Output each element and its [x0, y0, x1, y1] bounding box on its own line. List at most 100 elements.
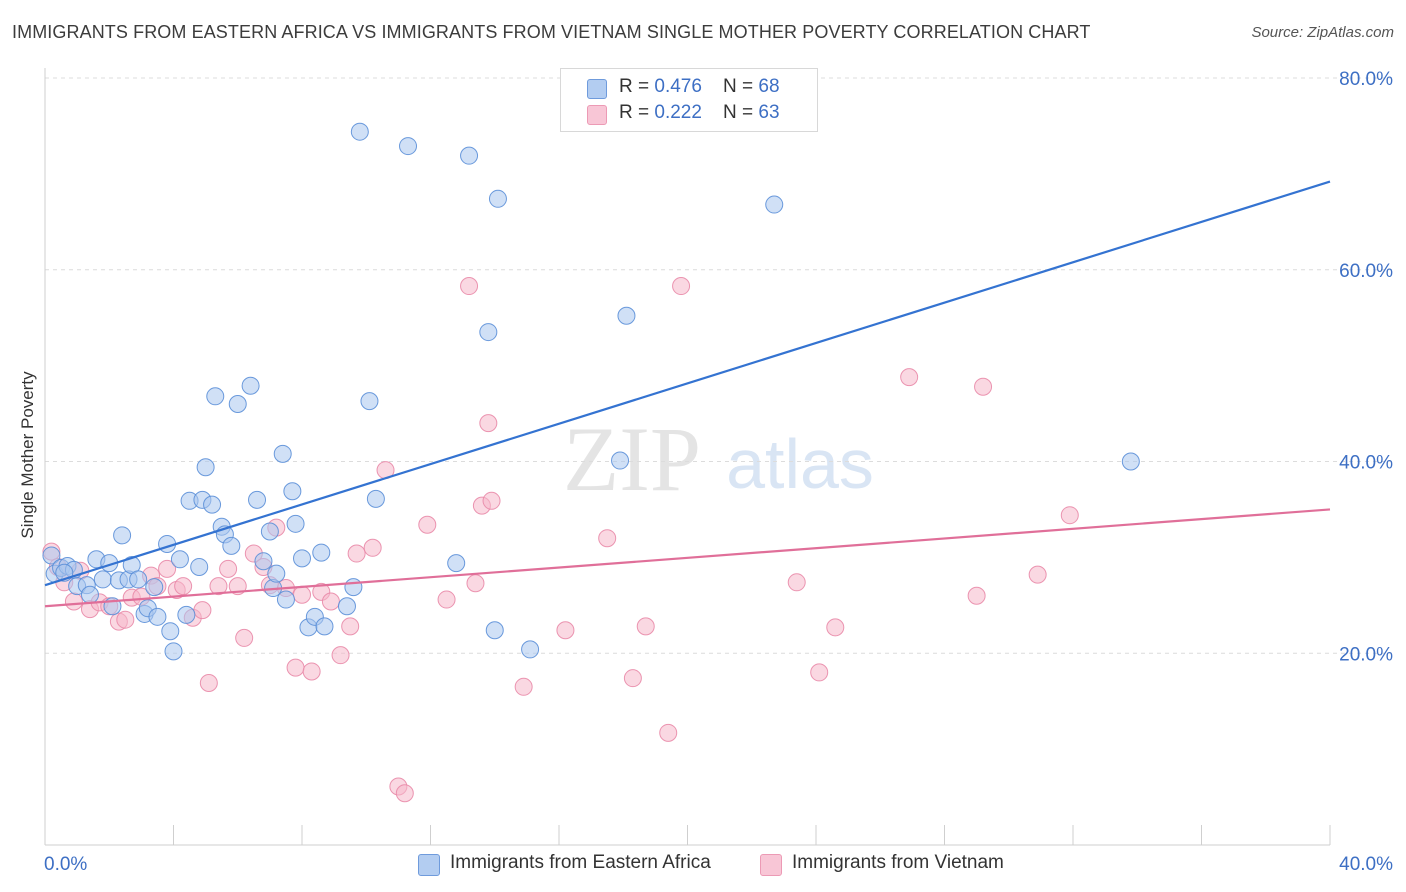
bottom-legend-label-eastern-africa: Immigrants from Eastern Africa [450, 852, 711, 873]
legend-n-value: 63 [758, 102, 780, 123]
data-point [611, 451, 630, 470]
legend-swatch-blue [587, 79, 607, 99]
data-point [206, 387, 225, 406]
series-eastern-africa-points [42, 122, 1140, 661]
data-point [360, 392, 379, 411]
data-point [260, 522, 279, 541]
data-point [1121, 452, 1140, 471]
data-point [479, 414, 498, 433]
data-point [267, 564, 286, 583]
legend-r-label: R = [619, 102, 655, 123]
data-point [273, 444, 292, 463]
data-point [395, 784, 414, 803]
data-point [765, 195, 784, 214]
legend-swatch-pink [587, 105, 607, 125]
data-point [399, 137, 418, 156]
data-point [623, 669, 642, 688]
data-point [337, 597, 356, 616]
data-point [350, 122, 369, 141]
x-tick-label: 40.0% [1339, 854, 1393, 875]
legend-n-label: N = [723, 102, 759, 123]
data-point [341, 617, 360, 636]
data-point [248, 490, 267, 509]
data-point [129, 570, 148, 589]
data-point [93, 570, 112, 589]
data-point [1060, 506, 1079, 525]
data-point [460, 146, 479, 165]
data-point [158, 559, 177, 578]
data-point [1028, 565, 1047, 584]
data-point [366, 489, 385, 508]
bottom-legend-swatch-pink [760, 854, 782, 876]
data-point [241, 376, 260, 395]
data-point [447, 554, 466, 573]
grid-lines [45, 77, 1392, 654]
data-point [787, 573, 806, 592]
data-point [347, 544, 366, 563]
legend-r-label: R = [619, 76, 655, 97]
data-point [222, 536, 241, 555]
data-point [145, 578, 164, 597]
data-point [80, 585, 99, 604]
data-point [170, 550, 189, 569]
source-label: Source: ZipAtlas.com [1251, 24, 1394, 41]
data-point [293, 549, 311, 568]
data-point [331, 646, 350, 665]
data-point [810, 663, 829, 682]
legend-stats-eastern-africa: R = 0.476 N = 68 [619, 76, 780, 98]
data-point [196, 458, 215, 477]
tick-labels: 20.0% 40.0% 60.0% 80.0% 0.0% 40.0% [44, 69, 1393, 875]
data-point [161, 622, 180, 641]
legend-r-value: 0.476 [654, 76, 702, 97]
data-point [312, 543, 331, 562]
watermark-zip: ZIP [563, 408, 701, 510]
watermark-atlas: atlas [726, 425, 874, 503]
chart-title: IMMIGRANTS FROM EASTERN AFRICA VS IMMIGR… [12, 22, 1091, 42]
data-point [363, 538, 382, 557]
y-tick-label: 60.0% [1339, 261, 1393, 282]
trend-line-vietnam [44, 508, 1331, 608]
data-point [672, 277, 691, 296]
stats-legend: R = 0.476 N = 68 R = 0.222 N = 63 [560, 68, 818, 132]
bottom-legend-swatch-blue [418, 854, 440, 876]
data-point [148, 607, 167, 626]
data-point [967, 586, 986, 605]
data-point [203, 495, 222, 514]
data-point [556, 621, 575, 640]
data-point [64, 592, 83, 611]
data-point [286, 658, 305, 677]
data-point [321, 592, 340, 611]
data-point [199, 673, 218, 692]
data-point [190, 557, 209, 576]
data-point [193, 601, 212, 620]
data-point [418, 515, 437, 534]
data-point [482, 491, 501, 510]
data-point [42, 546, 61, 565]
data-point [286, 514, 305, 533]
data-point [293, 585, 311, 604]
data-point [974, 377, 993, 396]
data-point [485, 621, 504, 640]
y-tick-label: 20.0% [1339, 644, 1393, 665]
data-point [659, 723, 678, 742]
data-point [598, 529, 617, 548]
data-point [488, 189, 507, 208]
trend-lines [44, 180, 1331, 608]
data-point [315, 617, 334, 636]
data-point [302, 662, 321, 681]
data-point [460, 277, 479, 296]
data-point [900, 368, 919, 387]
data-point [164, 642, 183, 661]
data-point [116, 610, 135, 629]
data-point [209, 577, 228, 596]
y-axis-label: Single Mother Poverty [18, 371, 37, 539]
y-tick-label: 80.0% [1339, 69, 1393, 90]
data-point [437, 590, 456, 609]
x-tick-label: 0.0% [44, 854, 87, 875]
axes [44, 68, 1331, 846]
data-point [283, 482, 302, 501]
data-point [636, 617, 655, 636]
data-point [228, 394, 247, 413]
data-point [479, 323, 498, 342]
data-point [113, 526, 132, 545]
